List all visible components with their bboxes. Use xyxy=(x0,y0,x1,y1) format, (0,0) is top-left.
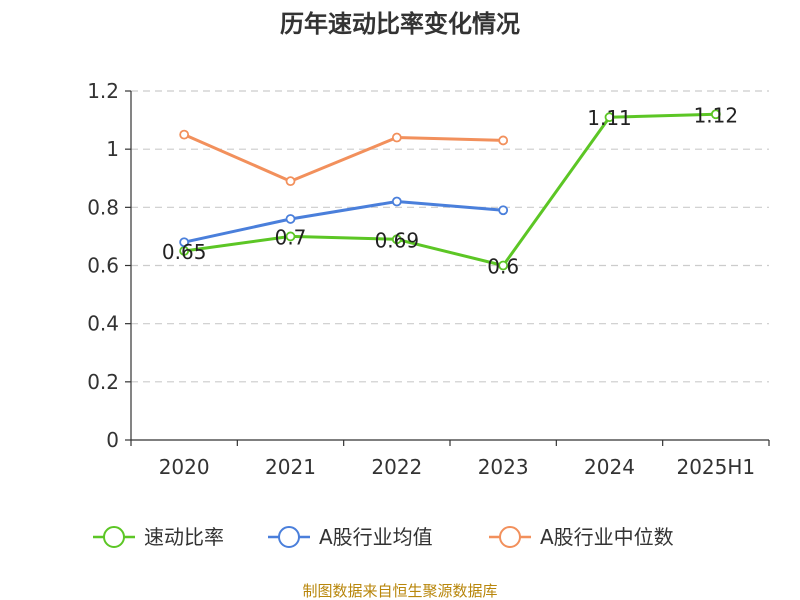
data-label: 0.65 xyxy=(162,240,207,264)
data-label: 0.6 xyxy=(487,255,519,279)
legend-item-2[interactable]: A股行业中位数 xyxy=(489,525,674,549)
series-lines xyxy=(179,109,721,271)
source-note: 制图数据来自恒生聚源数据库 xyxy=(302,582,497,600)
y-tick-label: 0.6 xyxy=(87,254,119,278)
y-tick-label: 0 xyxy=(106,428,119,452)
data-point[interactable] xyxy=(179,129,190,140)
series-line-0 xyxy=(183,112,716,267)
y-tick-label: 0.4 xyxy=(87,312,119,336)
data-point[interactable] xyxy=(604,112,615,123)
legend[interactable]: 速动比率 A股行业均值 A股行业中位数 xyxy=(93,525,674,549)
grid-lines xyxy=(131,90,769,383)
y-tick-label: 1 xyxy=(106,137,119,161)
data-point[interactable] xyxy=(179,237,190,248)
data-point[interactable] xyxy=(285,231,296,242)
data-point[interactable] xyxy=(498,135,509,146)
data-point[interactable] xyxy=(391,234,402,245)
x-tick-label: 2021 xyxy=(265,455,316,479)
x-tick-label: 2023 xyxy=(478,455,529,479)
legend-label: 速动比率 xyxy=(144,525,224,549)
legend-marker-icon xyxy=(103,526,125,548)
data-label: 1.11 xyxy=(587,106,632,130)
legend-item-1[interactable]: A股行业均值 xyxy=(268,525,433,549)
data-point[interactable] xyxy=(391,132,402,143)
data-point[interactable] xyxy=(285,176,296,187)
data-point[interactable] xyxy=(285,214,296,224)
x-tick-label: 2020 xyxy=(159,455,210,479)
x-tick-label: 2025H1 xyxy=(676,455,755,479)
series-line-1 xyxy=(183,200,504,244)
legend-item-0[interactable]: 速动比率 xyxy=(93,525,224,549)
data-point[interactable] xyxy=(498,205,509,216)
data-label: 1.12 xyxy=(694,103,739,127)
chart-title: 历年速动比率变化情况 xyxy=(280,10,520,38)
legend-marker-icon xyxy=(499,526,521,548)
data-label: 0.69 xyxy=(375,228,420,252)
legend-marker-icon xyxy=(278,526,300,548)
y-tick-label: 0.8 xyxy=(87,195,119,219)
x-tick-label: 2022 xyxy=(371,455,422,479)
data-point[interactable] xyxy=(391,196,402,207)
data-point[interactable] xyxy=(498,260,509,271)
legend-label: A股行业中位数 xyxy=(540,525,674,549)
data-label: 0.7 xyxy=(275,225,307,249)
data-labels: 0.65 0.7 0.69 0.6 1.11 1.12 xyxy=(162,103,738,278)
legend-label: A股行业均值 xyxy=(319,525,433,549)
x-tick-label: 2024 xyxy=(584,455,635,479)
axes: 0 0.2 0.4 0.6 0.8 1 1.2 2020 2021 2022 2023 2024 202… xyxy=(87,79,770,479)
data-point[interactable] xyxy=(710,109,721,120)
series-line-2 xyxy=(183,133,504,183)
y-tick-label: 0.2 xyxy=(87,370,119,394)
y-tick-label: 1.2 xyxy=(87,79,119,103)
